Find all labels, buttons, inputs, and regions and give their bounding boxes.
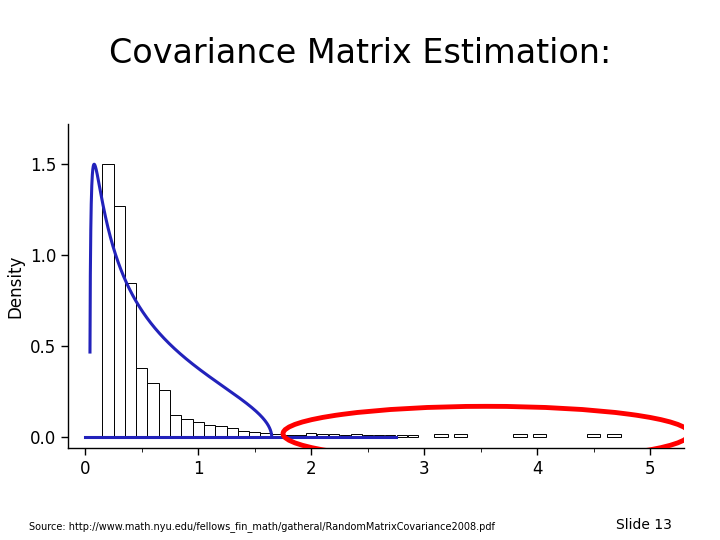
Bar [454,434,467,437]
Bar [351,434,361,437]
Bar [159,390,170,437]
Bar [261,433,271,437]
Bar [102,164,114,437]
Bar [397,435,407,437]
Bar [408,435,418,437]
Text: Covariance Matrix Estimation:: Covariance Matrix Estimation: [109,37,611,70]
Text: Source: http://www.math.nyu.edu/fellows_fin_math/gatheral/RandomMatrixCovariance: Source: http://www.math.nyu.edu/fellows_… [29,521,495,532]
Bar [249,432,261,437]
Bar [305,435,317,437]
Bar [193,422,204,437]
Bar [294,435,305,437]
Bar [283,435,294,437]
Bar [374,435,384,437]
Bar [587,434,600,437]
Bar [362,436,374,437]
Bar [351,436,362,437]
Bar [227,428,238,437]
Bar [204,424,215,437]
Bar [340,436,351,437]
Bar [385,435,395,437]
Bar [318,434,328,437]
Bar [317,436,328,437]
Bar [340,435,350,437]
Bar [170,415,181,437]
Bar [148,383,159,437]
Bar [533,434,546,437]
Bar [136,368,148,437]
Bar [238,431,249,437]
Bar [329,434,339,437]
Bar [215,427,227,437]
Y-axis label: Density: Density [6,254,24,318]
Bar [125,282,136,437]
Bar [513,434,527,437]
Bar [306,433,316,437]
Bar [363,435,373,437]
Bar [271,434,283,437]
Bar [328,436,340,437]
Bar [114,206,125,437]
Text: Slide 13: Slide 13 [616,518,672,532]
Bar [434,434,448,437]
Bar [181,419,193,437]
Bar [607,434,621,437]
